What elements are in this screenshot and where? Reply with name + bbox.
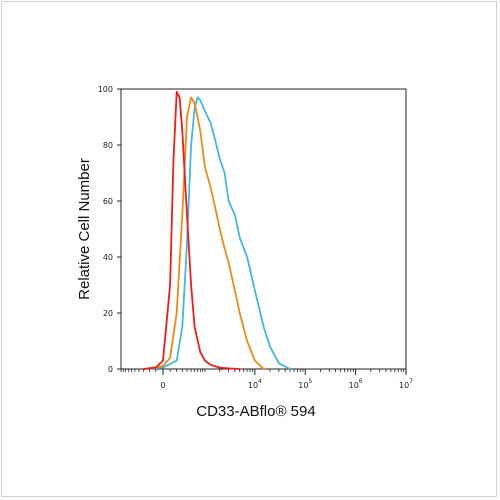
y-tick-label: 100: [98, 85, 113, 94]
y-tick-label: 80: [103, 141, 113, 150]
histogram-series-0: [142, 90, 241, 370]
series-layer: [142, 90, 292, 370]
x-tick-exponent: 7: [409, 378, 413, 385]
x-tick-label: 106: [349, 378, 363, 390]
x-tick-base: 10: [248, 381, 258, 390]
x-tick-base: 10: [399, 381, 409, 390]
x-tick-label: 107: [399, 378, 413, 390]
x-tick-label: 104: [248, 378, 262, 390]
x-tick-label: 105: [298, 378, 312, 390]
y-axis: 0 20 40 60 80 100: [98, 85, 121, 374]
x-tick-exponent: 6: [359, 378, 363, 385]
x-tick-base: 10: [298, 381, 308, 390]
x-axis-title: CD33-ABflo® 594: [196, 403, 315, 420]
y-tick-label: 0: [108, 365, 113, 374]
x-tick-exponent: 4: [258, 378, 262, 385]
y-tick-label: 40: [103, 253, 113, 262]
y-axis-title: Relative Cell Number: [76, 158, 93, 300]
x-tick-label: 0: [160, 381, 165, 390]
x-tick-exponent: 5: [308, 378, 312, 385]
histogram-series-2: [142, 96, 292, 370]
y-tick-label: 60: [103, 197, 113, 206]
x-tick-base: 0: [160, 381, 165, 390]
x-tick-base: 10: [349, 381, 359, 390]
x-axis: 0 104 105 106 107: [120, 369, 413, 390]
y-tick-label: 20: [103, 309, 113, 318]
histogram-series-1: [142, 96, 265, 370]
